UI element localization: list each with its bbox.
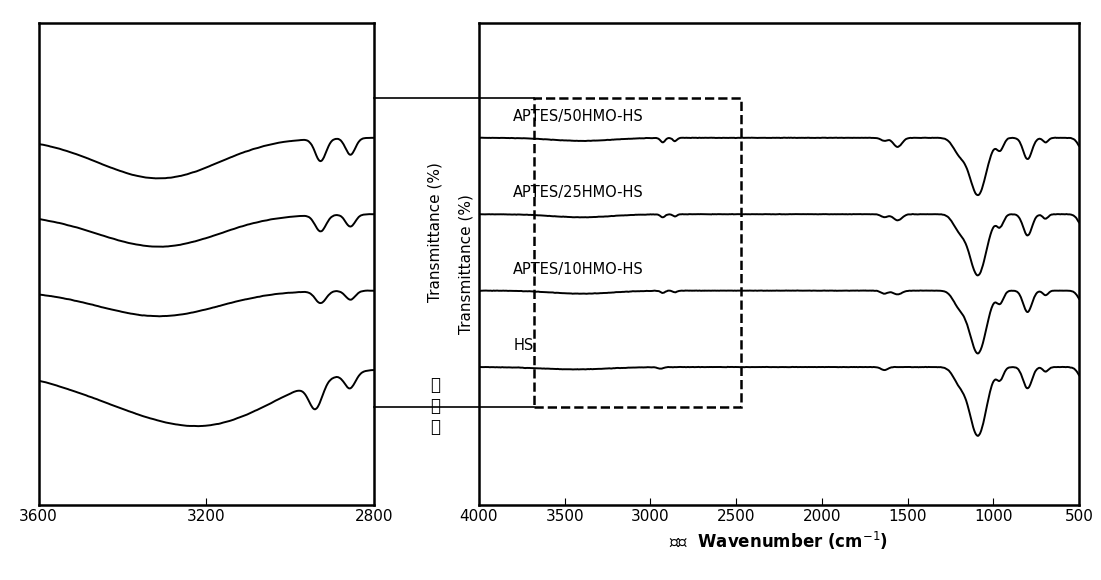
- Text: APTES/10HMO-HS: APTES/10HMO-HS: [513, 262, 644, 277]
- Text: APTES/50HMO-HS: APTES/50HMO-HS: [513, 109, 644, 124]
- X-axis label: 波数  Wavenumber (cm$^{-1}$): 波数 Wavenumber (cm$^{-1}$): [669, 530, 889, 552]
- Y-axis label: Transmittance (%): Transmittance (%): [458, 194, 473, 334]
- Text: HS: HS: [513, 338, 534, 353]
- Text: Transmittance (%): Transmittance (%): [427, 162, 443, 302]
- Text: APTES/25HMO-HS: APTES/25HMO-HS: [513, 186, 644, 201]
- Text: 吸
收
度: 吸 收 度: [429, 376, 440, 436]
